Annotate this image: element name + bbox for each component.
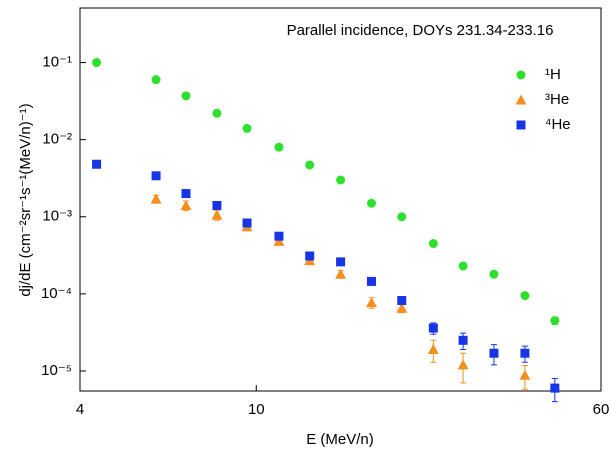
point bbox=[397, 212, 407, 222]
point bbox=[212, 201, 222, 211]
point bbox=[92, 159, 102, 169]
point bbox=[550, 383, 560, 393]
point bbox=[92, 58, 102, 68]
point bbox=[181, 91, 191, 101]
legend-label: ¹H bbox=[545, 66, 561, 83]
y-tick-label: 10⁻⁵ bbox=[41, 362, 72, 379]
legend-label: ³He bbox=[545, 91, 569, 108]
plot-frame bbox=[79, 7, 602, 392]
point bbox=[458, 335, 468, 345]
point bbox=[336, 257, 346, 267]
point bbox=[489, 269, 499, 279]
point bbox=[150, 193, 162, 204]
legend-marker bbox=[516, 70, 526, 80]
y-axis-label: dj/dE (cm⁻²sr⁻¹s⁻¹(MeV/n)⁻¹) bbox=[17, 103, 34, 296]
point bbox=[242, 123, 252, 133]
point bbox=[180, 200, 192, 211]
point bbox=[305, 251, 315, 261]
y-tick-label: 10⁻² bbox=[42, 131, 72, 148]
legend-label: ⁴He bbox=[545, 116, 571, 133]
point bbox=[335, 268, 347, 279]
point bbox=[365, 297, 377, 308]
point bbox=[274, 231, 284, 241]
point bbox=[396, 302, 408, 313]
point bbox=[428, 239, 438, 249]
point bbox=[336, 175, 346, 185]
point bbox=[428, 323, 438, 333]
point bbox=[397, 296, 407, 306]
x-axis-label: E (MeV/n) bbox=[306, 431, 374, 448]
point bbox=[458, 261, 468, 271]
y-tick-label: 10⁻⁴ bbox=[41, 285, 72, 302]
point bbox=[520, 348, 530, 358]
y-tick-label: 10⁻³ bbox=[42, 208, 72, 225]
point bbox=[305, 160, 315, 170]
point bbox=[519, 369, 531, 380]
point bbox=[212, 108, 222, 118]
point bbox=[366, 198, 376, 208]
point bbox=[273, 235, 285, 246]
x-tick-label: 60 bbox=[593, 401, 610, 418]
point bbox=[427, 343, 439, 354]
point bbox=[242, 218, 252, 228]
point bbox=[457, 359, 469, 370]
point bbox=[151, 171, 161, 181]
legend-marker bbox=[516, 120, 526, 130]
point bbox=[211, 209, 223, 220]
x-tick-label: 4 bbox=[76, 401, 84, 418]
x-tick-label: 10 bbox=[248, 401, 265, 418]
point bbox=[181, 189, 191, 199]
point bbox=[274, 142, 284, 152]
point bbox=[151, 75, 161, 85]
legend-marker bbox=[515, 94, 527, 105]
point bbox=[520, 291, 530, 301]
y-tick-label: 10⁻¹ bbox=[42, 54, 72, 71]
point bbox=[489, 348, 499, 358]
point bbox=[366, 276, 376, 286]
point bbox=[550, 316, 560, 326]
annotation: Parallel incidence, DOYs 231.34-233.16 bbox=[287, 22, 554, 39]
